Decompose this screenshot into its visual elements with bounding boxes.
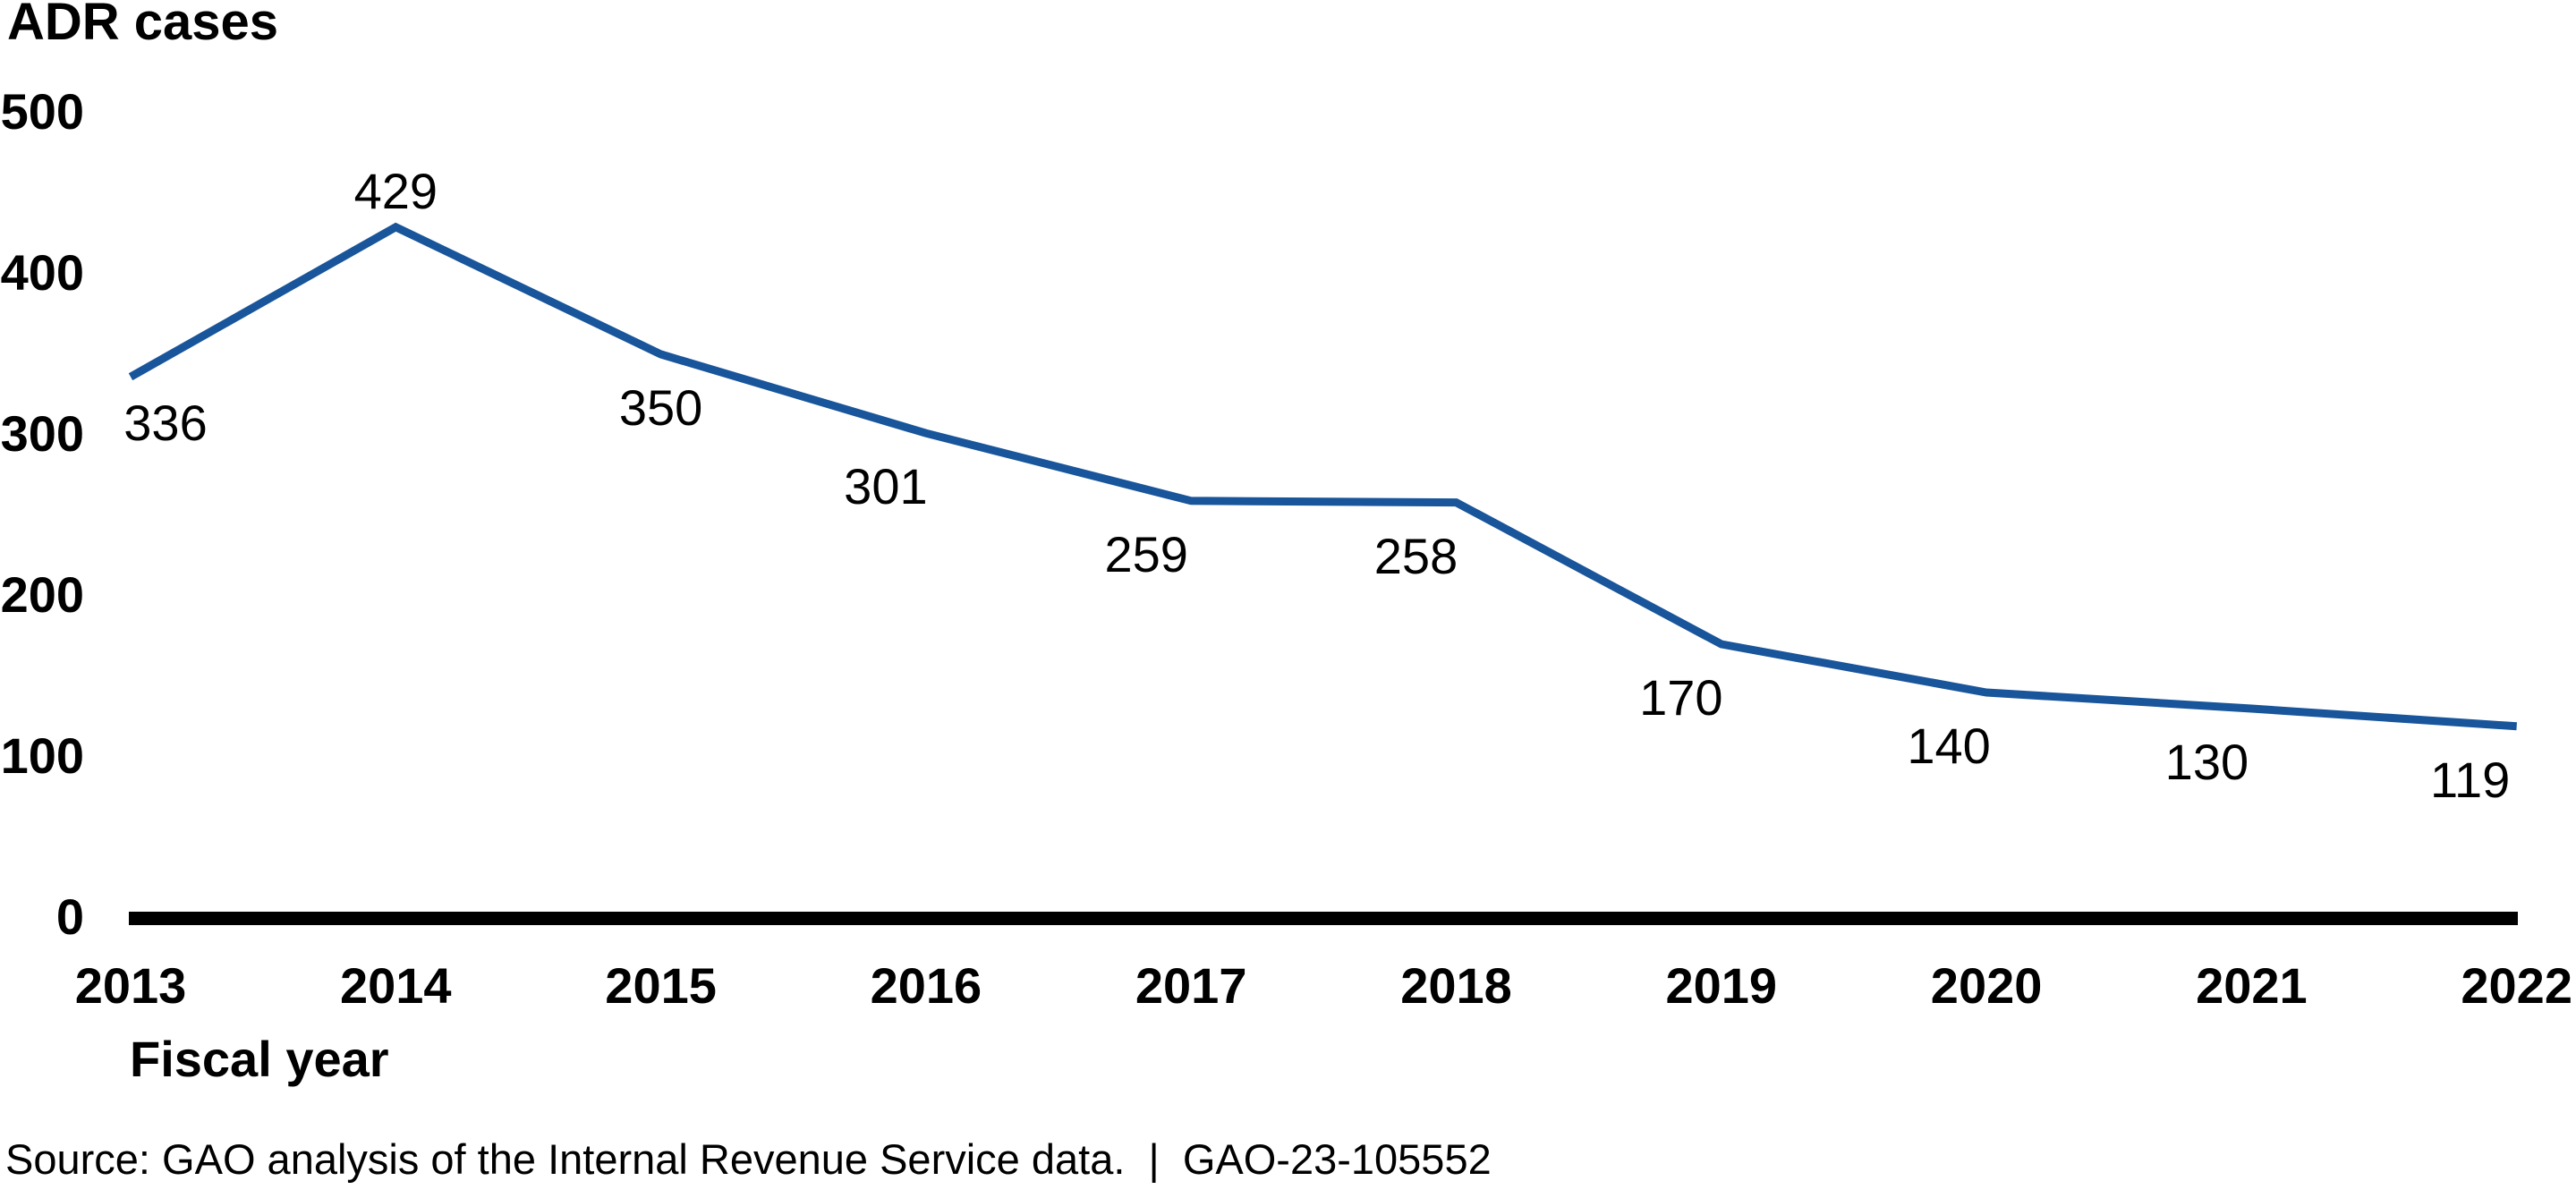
data-point-label: 301 xyxy=(844,458,928,515)
source-note: Source: GAO analysis of the Internal Rev… xyxy=(5,1135,1492,1183)
data-point-label: 130 xyxy=(2164,734,2249,790)
data-point-label: 429 xyxy=(353,162,438,219)
data-point-label: 119 xyxy=(2430,751,2511,808)
x-tick-label: 2015 xyxy=(605,957,717,1014)
x-tick-label: 2013 xyxy=(74,957,187,1014)
x-axis-line xyxy=(129,912,2518,925)
x-tick-label: 2019 xyxy=(1665,957,1778,1014)
y-tick-label: 0 xyxy=(55,888,84,945)
data-point-label: 350 xyxy=(618,379,703,436)
x-tick-label: 2020 xyxy=(1930,957,2043,1014)
data-point-label: 170 xyxy=(1639,669,1723,726)
x-tick-label: 2022 xyxy=(2461,957,2572,1014)
y-tick-label: 100 xyxy=(0,727,84,784)
x-tick-label: 2018 xyxy=(1400,957,1512,1014)
data-point-label: 258 xyxy=(1373,527,1458,584)
y-tick-label: 400 xyxy=(0,244,84,301)
x-tick-label: 2016 xyxy=(870,957,982,1014)
data-point-label: 140 xyxy=(1907,718,1991,774)
y-tick-label: 200 xyxy=(0,566,84,623)
y-tick-label: 500 xyxy=(0,83,84,140)
y-tick-label: 300 xyxy=(0,405,84,462)
x-axis-title: Fiscal year xyxy=(130,1031,389,1087)
adr-cases-trend-line xyxy=(128,222,2517,731)
x-tick-label: 2014 xyxy=(340,957,452,1014)
data-point-label: 259 xyxy=(1104,525,1188,582)
chart-title: ADR cases xyxy=(7,0,279,51)
x-tick-label: 2017 xyxy=(1135,957,1247,1014)
data-point-label: 336 xyxy=(123,395,208,452)
x-tick-label: 2021 xyxy=(2196,957,2308,1014)
